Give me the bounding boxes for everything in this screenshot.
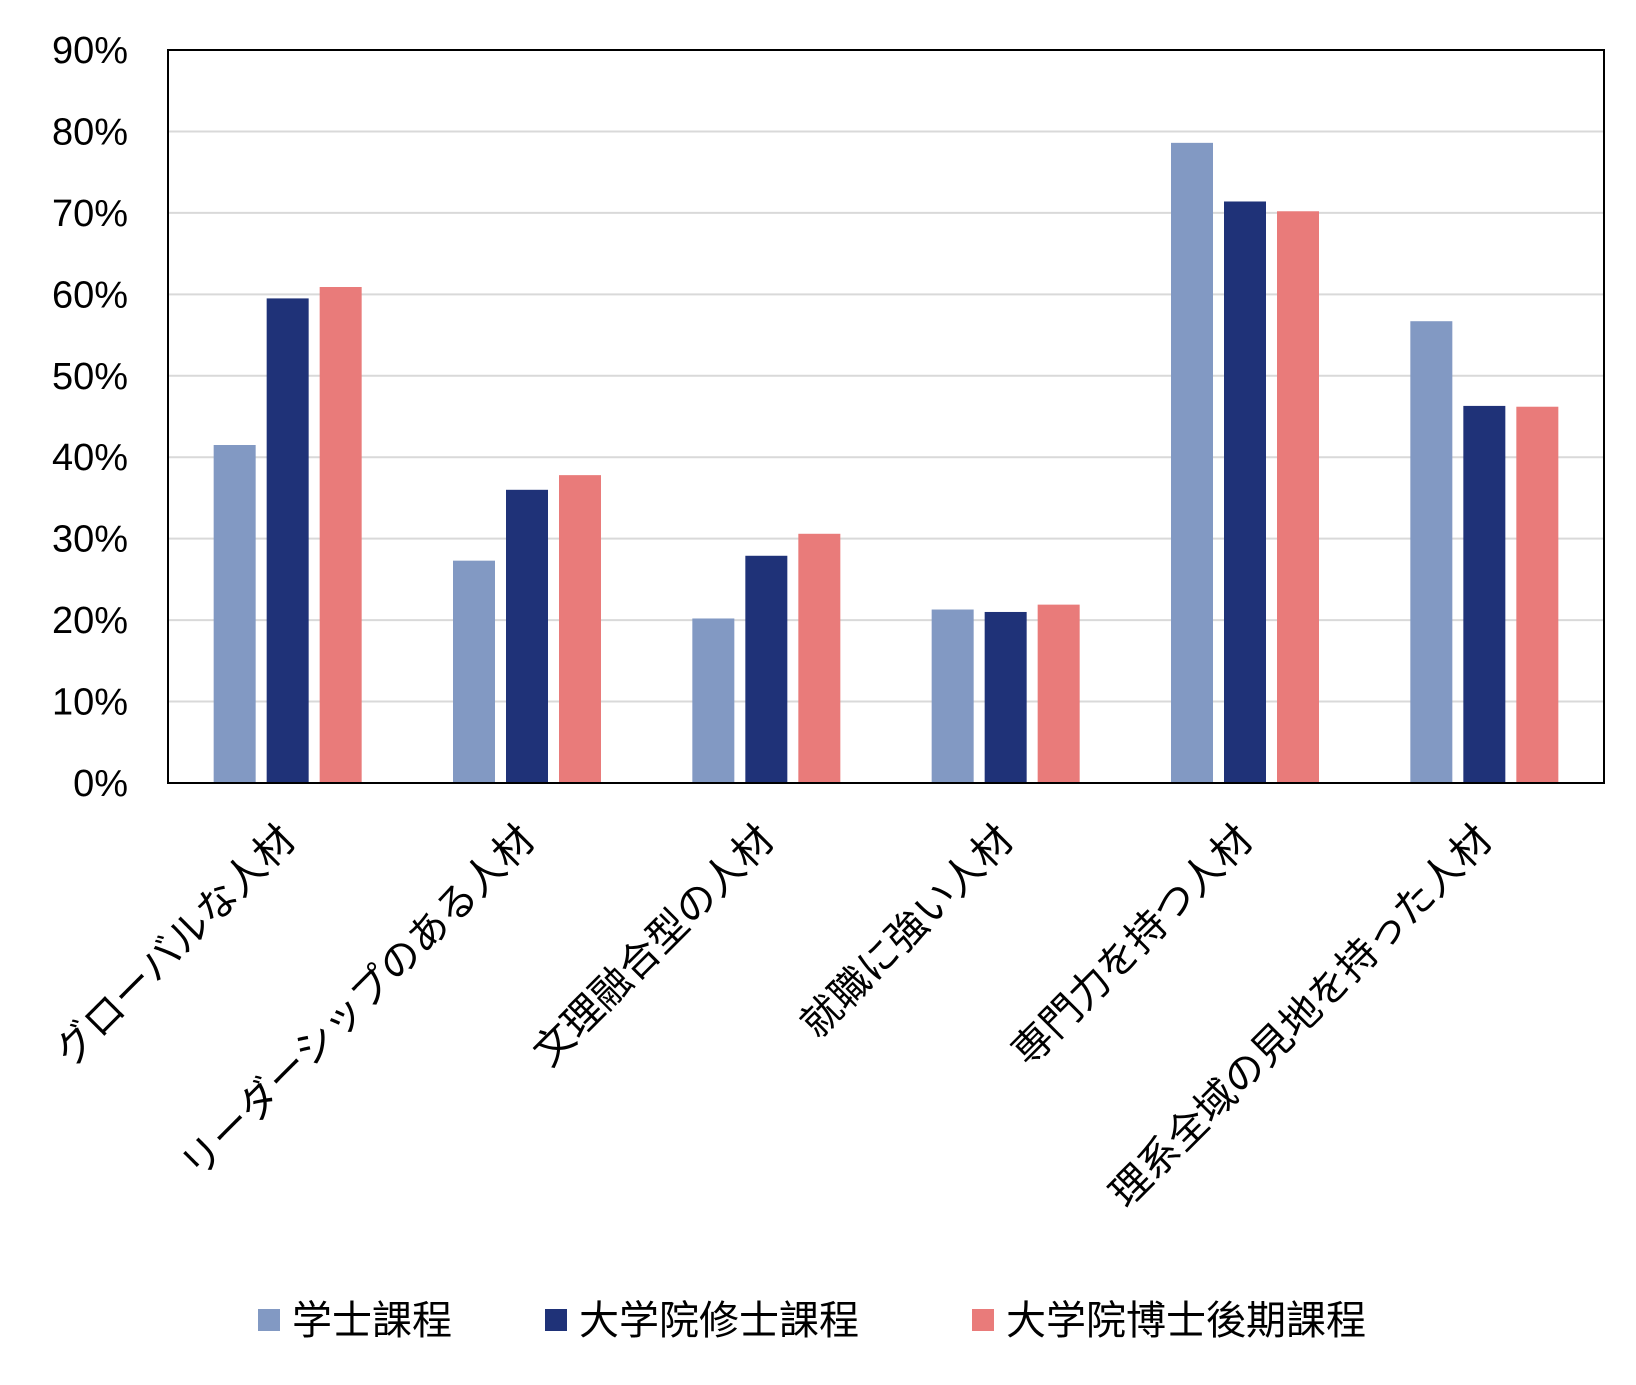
legend-label: 学士課程 <box>292 1298 452 1344</box>
bar <box>1410 321 1453 783</box>
bar <box>931 609 974 783</box>
x-category-label: 文理融合型の人材 <box>525 817 784 1076</box>
legend-swatch <box>258 1309 280 1331</box>
legend-swatch <box>545 1309 567 1331</box>
bars <box>213 142 1559 783</box>
x-category-label: 専門力を持つ人材 <box>1003 817 1262 1076</box>
plot-area-frame <box>167 49 1605 784</box>
y-tick-label: 40% <box>52 437 128 479</box>
y-tick-label: 10% <box>52 682 128 724</box>
legend-label: 大学院博士後期課程 <box>1006 1298 1366 1344</box>
bar <box>1171 142 1213 783</box>
gridlines <box>168 130 1604 703</box>
bar <box>984 611 1027 783</box>
y-tick-label: 20% <box>52 600 128 642</box>
bar <box>453 560 495 783</box>
bar <box>1277 211 1319 783</box>
y-tick-label: 30% <box>52 519 128 561</box>
y-tick-label: 90% <box>52 30 128 72</box>
bar <box>266 298 309 783</box>
x-category-label: 就職に強い人材 <box>792 817 1023 1048</box>
bar <box>559 475 601 783</box>
bar <box>1037 604 1080 783</box>
x-category-label: 理系全域の見地を持った人材 <box>1101 817 1501 1217</box>
y-tick-label: 0% <box>73 763 128 805</box>
bar <box>506 489 548 783</box>
bar <box>798 533 841 783</box>
legend-label: 大学院修士課程 <box>579 1298 859 1344</box>
legend-swatch <box>972 1309 994 1331</box>
y-tick-label: 70% <box>52 193 128 235</box>
bar <box>1224 201 1266 783</box>
bar <box>1516 406 1559 783</box>
y-tick-label: 60% <box>52 274 128 316</box>
y-tick-label: 80% <box>52 111 128 153</box>
bar <box>692 618 735 783</box>
bar <box>213 445 256 783</box>
bar <box>1463 405 1506 783</box>
legend: 学士課程 大学院修士課程 大学院博士後期課程 <box>258 1298 1366 1344</box>
x-category-label: グローバルな人材 <box>46 817 305 1076</box>
y-axis-tick-labels: 0% 10% 20% 30% 40% 50% 60% 70% 80% 90% <box>52 30 128 805</box>
bar <box>745 555 788 783</box>
y-tick-label: 50% <box>52 356 128 398</box>
bar <box>319 287 362 783</box>
